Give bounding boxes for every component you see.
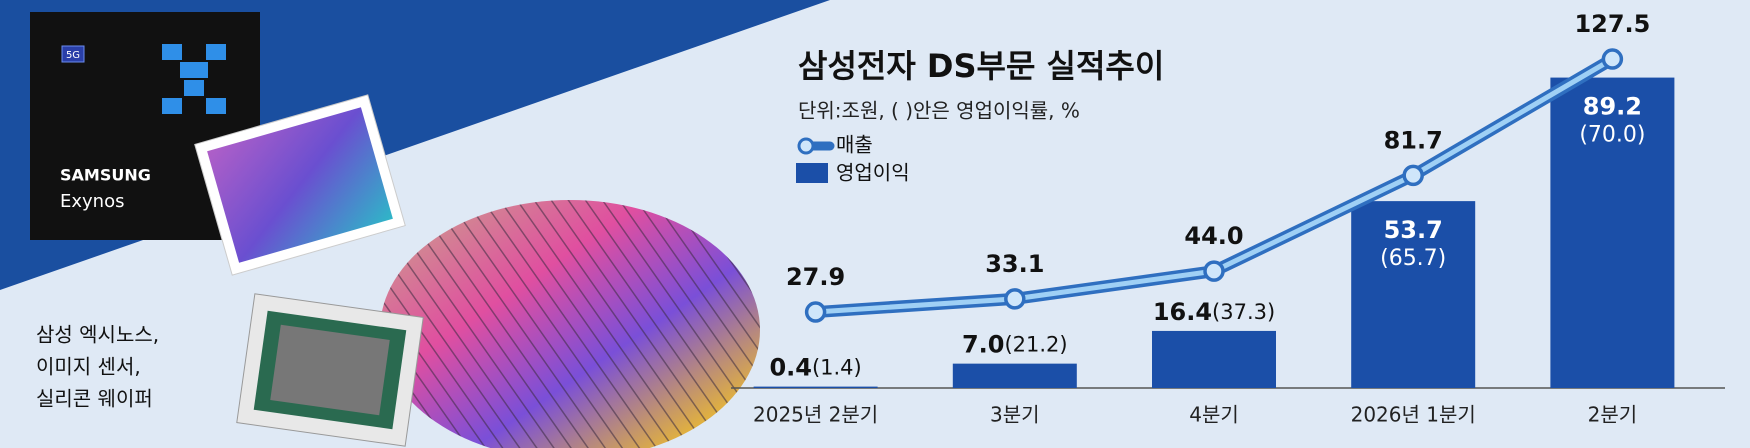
legend-label: 매출: [836, 133, 873, 157]
bar-margin-label: (70.0): [1579, 123, 1645, 148]
legend-marker: [797, 137, 815, 155]
chip-badge: 5G: [66, 50, 80, 61]
illustration: 5G SAMSUNG Exynos 삼성 엑시노스, 이미지 센서, 실리콘 웨…: [30, 12, 760, 448]
bar-label: 7.0(21.2): [962, 331, 1068, 359]
line-value-label: 33.1: [985, 250, 1044, 278]
bar-margin-label: (21.2): [1004, 333, 1067, 357]
bar-value-label: 89.2: [1583, 93, 1642, 121]
legend-label: 영업이익: [836, 161, 910, 185]
bar-value-label: 7.0: [962, 331, 1005, 359]
caption: 실리콘 웨이퍼: [36, 387, 153, 411]
line-marker: [1402, 164, 1424, 187]
chip-brand: SAMSUNG: [60, 166, 151, 185]
line-value-label: 44.0: [1184, 222, 1243, 250]
x-tick-label: 2025년 2분기: [753, 403, 878, 427]
line-marker: [1601, 48, 1624, 70]
bar-value-label: 16.4: [1153, 298, 1212, 326]
bar: [952, 363, 1077, 388]
bar-label: 0.4(1.4): [769, 354, 861, 382]
chart-subtitle: 단위:조원, ( )안은 영업이익률, %: [798, 99, 1080, 123]
bar-margin-label: (1.4): [812, 356, 862, 380]
bar: [1550, 77, 1675, 389]
bar-margin-label: (65.7): [1380, 246, 1446, 271]
line-marker: [1004, 288, 1026, 310]
chip-badge-box: [61, 45, 85, 63]
bar-value-label: 53.7: [1384, 216, 1443, 244]
bar-label: 16.4(37.3): [1153, 298, 1275, 326]
x-tick-label: 2026년 1분기: [1351, 403, 1476, 427]
wafer: [380, 200, 760, 448]
chip-logo: [162, 44, 226, 114]
processor: [236, 293, 424, 447]
x-tick-label: 3분기: [990, 403, 1040, 427]
bar-value-label: 0.4: [769, 354, 812, 382]
line-marker: [804, 301, 827, 323]
caption: 삼성 엑시노스,: [36, 323, 159, 347]
x-tick-label: 2분기: [1588, 403, 1638, 427]
legend: 매출 영업이익: [796, 133, 910, 185]
bar: [1152, 330, 1276, 388]
chip-name: Exynos: [60, 191, 124, 212]
x-tick-label: 4분기: [1189, 403, 1239, 427]
caption: 이미지 센서,: [36, 355, 141, 379]
bar: [753, 386, 878, 388]
bar: [1351, 201, 1476, 388]
line-marker: [1203, 260, 1225, 282]
bar-margin-label: (37.3): [1212, 300, 1275, 324]
line-value-label: 127.5: [1574, 10, 1650, 38]
line-value-label: 27.9: [786, 263, 845, 291]
legend-swatch: [796, 163, 828, 183]
image-sensor: [194, 94, 406, 276]
chart-title: 삼성전자 DS부문 실적추이: [798, 47, 1164, 85]
line-value-label: 81.7: [1384, 126, 1443, 154]
